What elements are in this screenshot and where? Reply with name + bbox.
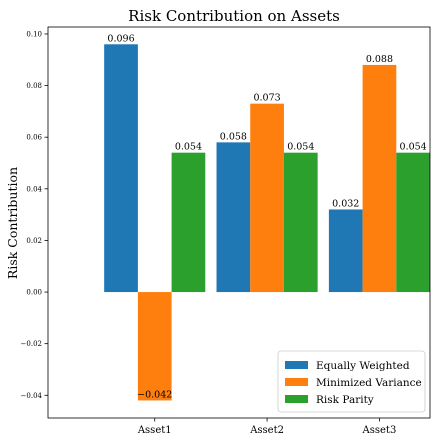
bar-value-label: 0.054 [400,142,427,153]
legend-box [277,350,426,413]
y-tick-label: 0.00 [26,289,42,297]
bar-risk-parity-asset3 [396,152,430,293]
legend-label: Risk Parity [316,394,374,406]
legend: Equally Weighted Minimized Variance Risk P… [277,350,426,413]
legend-swatch [285,378,308,386]
y-tick-label: 0.06 [26,134,42,142]
legend-swatch [285,361,308,369]
legend-label: Minimized Variance [316,377,422,389]
chart-title: Risk Contribution on Assets [128,7,340,25]
bar-value-label: 0.054 [175,142,202,153]
y-tick-label: −0.02 [21,340,42,348]
x-tick-label: Asset2 [249,425,284,436]
bar-minimized-variance-asset1 [137,292,172,401]
bar-equally-weighted-asset3 [328,209,363,293]
bar-value-label: 0.032 [332,198,359,209]
bar-minimized-variance-asset2 [250,103,284,293]
bar-value-label: 0.088 [366,54,393,65]
y-axis-label: Risk Contribution [5,167,20,279]
bar-equally-weighted-asset2 [216,142,251,293]
x-tick-label: Asset3 [362,425,397,436]
bar-minimized-variance-asset3 [362,64,397,293]
legend-label: Equally Weighted [316,360,410,372]
x-tick-label: Asset1 [137,425,172,436]
plot-area: 0.096 0.058 0.032 −0.042 0.073 0.088 0.054 0.05… [21,26,431,436]
y-tick-label: 0.10 [26,30,42,38]
bar-value-label: 0.058 [220,131,247,142]
bar-risk-parity-asset2 [283,152,318,293]
y-tick-label: −0.04 [21,392,43,400]
bar-value-label: −0.042 [137,389,172,400]
bar-value-label: 0.073 [253,93,280,104]
axes-frame [47,26,431,419]
legend-swatch [285,395,308,403]
y-tick-label: 0.02 [26,237,42,245]
y-tick-label: 0.04 [26,185,42,193]
bar-value-label: 0.096 [107,33,134,44]
bar-equally-weighted-asset1 [104,44,138,293]
bar-value-label: 0.054 [287,142,314,153]
bar-risk-parity-asset1 [171,152,206,293]
y-tick-label: 0.08 [26,82,42,90]
